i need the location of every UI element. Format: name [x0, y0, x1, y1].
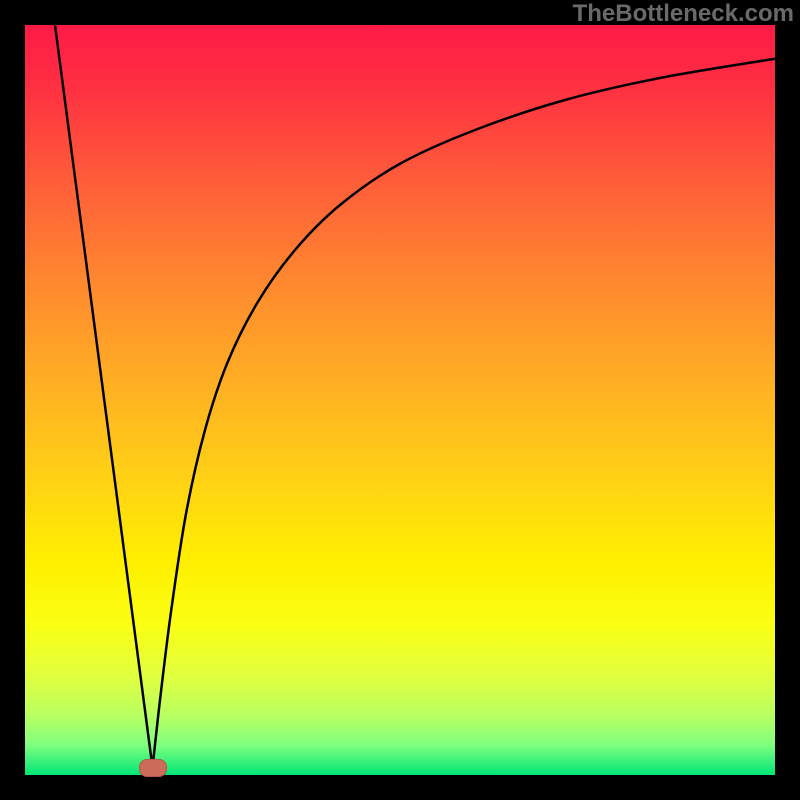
- minimum-marker: [139, 759, 167, 777]
- chart-container: TheBottleneck.com: [0, 0, 800, 800]
- watermark-text: TheBottleneck.com: [573, 0, 794, 28]
- right-curve: [153, 59, 776, 768]
- left-curve: [55, 25, 153, 768]
- curve-layer: [25, 25, 775, 775]
- plot-area: [25, 25, 775, 775]
